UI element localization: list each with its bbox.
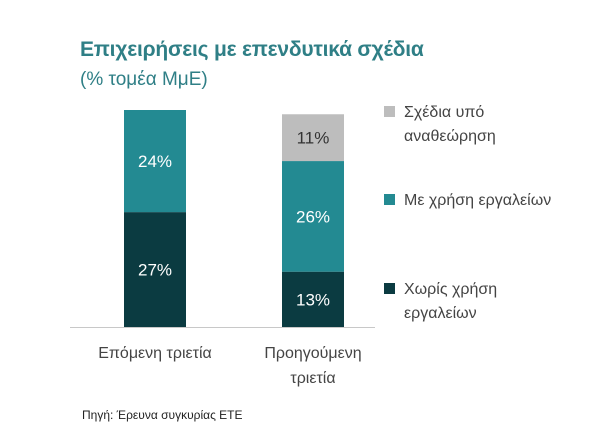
bar-segment-χωρίς-χρήση-εργαλείων-1 [124,212,186,327]
data-label-σχέδια-υπό-αναθεώρηση-2: 11% [297,129,330,148]
bar-segment-με-χρήση-εργαλείων-1 [124,110,186,213]
legend-label-χωρίς-χρήση-εργαλείων-line-2: εργαλείων [404,305,477,322]
chart-subtitle: (% τομέα ΜμΕ) [80,69,208,90]
x-tick-label-1: Επόμενη τριετία [98,345,212,362]
legend-swatch-σχέδια-υπό-αναθεώρηση [384,106,395,117]
legend-label-με-χρήση-εργαλείων: Με χρήση εργαλείων [404,192,551,209]
legend-label-σχέδια-υπό-αναθεώρηση-line-2: αναθεώρηση [404,128,496,145]
legend-swatch-με-χρήση-εργαλείων [384,194,395,205]
source-note: Πηγή: Έρευνα συγκυρίας ΕΤΕ [82,408,243,422]
bar-segment-σχέδια-υπό-αναθεώρηση-2 [282,114,344,162]
legend-label-χωρίς-χρήση-εργαλείων: Χωρίς χρήση [404,281,497,298]
legend-label-σχέδια-υπό-αναθεώρηση: Σχέδια υπό [404,104,484,121]
chart-title: Επιχειρήσεις με επενδυτικά σχέδια [80,38,424,61]
bar-segment-χωρίς-χρήση-εργαλείων-2 [282,271,344,327]
data-label-χωρίς-χρήση-εργαλείων-1: 27% [138,261,172,280]
data-label-με-χρήση-εργαλείων-2: 26% [296,207,330,226]
x-tick-label-2-line-2: τριετία [290,370,335,387]
data-label-με-χρήση-εργαλείων-1: 24% [138,152,172,171]
bar-segment-με-χρήση-εργαλείων-2 [282,161,344,272]
data-label-χωρίς-χρήση-εργαλείων-2: 13% [296,290,330,309]
legend-swatch-χωρίς-χρήση-εργαλείων [384,283,395,294]
x-tick-label-2: Προηγούμενη [264,345,361,362]
